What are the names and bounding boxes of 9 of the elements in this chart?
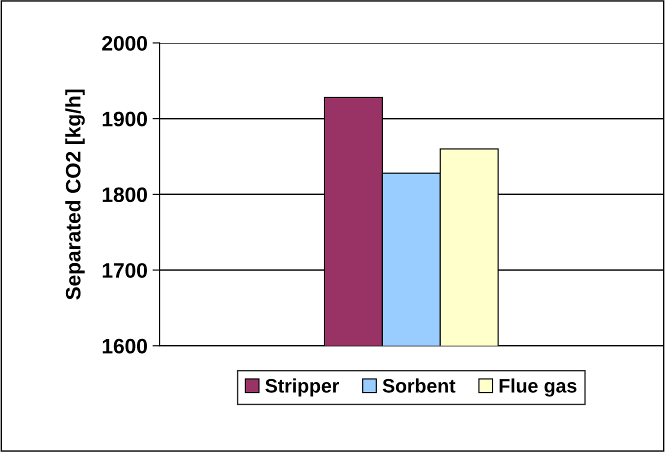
legend-label: Stripper xyxy=(265,378,340,397)
y-tick-label: 1900 xyxy=(102,112,147,126)
legend-label: Sorbent xyxy=(382,378,456,393)
y-tick-label: 2000 xyxy=(102,36,147,51)
y-tick-label: 1800 xyxy=(102,187,147,202)
y-tick-label: 1700 xyxy=(102,263,147,278)
legend-label: Flue gas xyxy=(500,378,576,397)
y-axis-title: Separated CO2 [kg/h] xyxy=(65,90,85,300)
y-tick-label: 1600 xyxy=(102,338,147,354)
